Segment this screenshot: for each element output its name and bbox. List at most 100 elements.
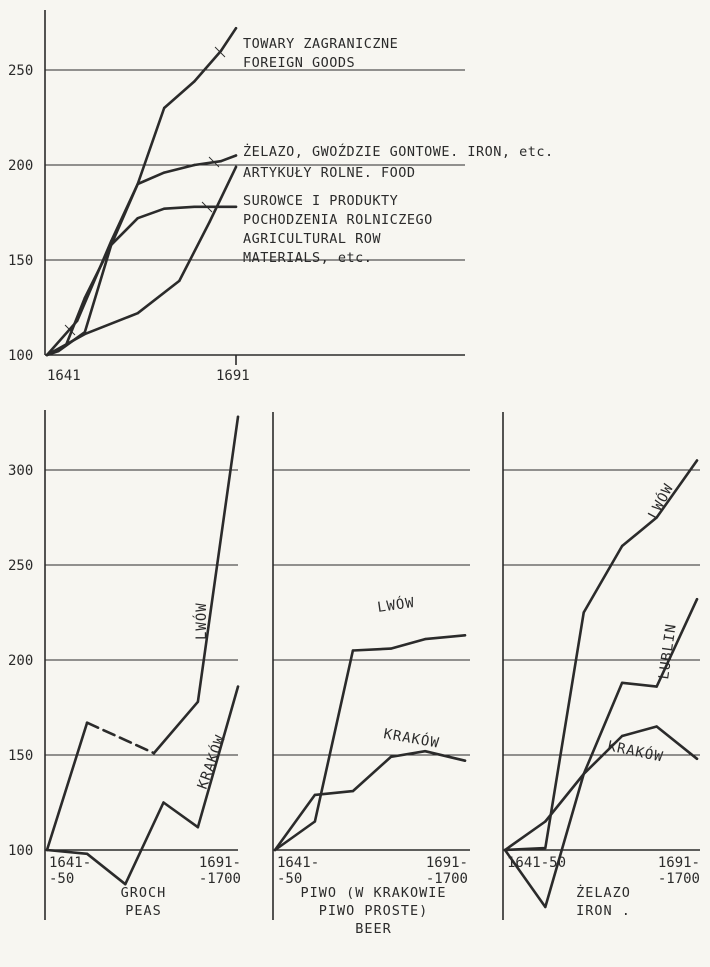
data-point-peas-1-1 bbox=[85, 852, 89, 855]
y-tick-label-150: 150 bbox=[8, 748, 33, 764]
y-tick-label-200: 200 bbox=[8, 653, 33, 669]
x-tick-label-start-peas-0: 1641- bbox=[49, 855, 91, 871]
cross-mark-1 bbox=[208, 156, 220, 168]
data-point-peas-0-1 bbox=[85, 721, 89, 724]
data-point-top-2-4 bbox=[208, 220, 211, 224]
data-point-iron-1-5 bbox=[695, 598, 699, 601]
data-point-top-1-6 bbox=[219, 160, 223, 163]
data-point-iron-0-2 bbox=[582, 611, 585, 614]
data-point-peas-1-2 bbox=[124, 883, 127, 886]
series-label-top-2-0: ARTYKUŁY ROLNE. FOOD bbox=[243, 165, 416, 181]
data-point-top-2-1 bbox=[83, 332, 87, 336]
data-point-iron-2-3 bbox=[620, 734, 624, 738]
x-tick-label-start-peas-1: -50 bbox=[49, 871, 74, 887]
series-label-top-3-3: MATERIALS, etc. bbox=[243, 250, 372, 266]
series-label-beer-krakow: KRAKÓW bbox=[382, 724, 441, 752]
y-tick-label-200: 200 bbox=[8, 158, 33, 174]
panel-peas: 100 150 200 250 300 1641--50 1691--1700 GROCH PE… bbox=[8, 410, 241, 920]
data-point-iron-1-3 bbox=[620, 681, 624, 684]
data-point-peas-1-3 bbox=[162, 801, 165, 804]
y-tick-label-250: 250 bbox=[8, 63, 33, 79]
data-point-beer-1-1 bbox=[313, 793, 317, 797]
series-label-iron-lwow: LWÓW bbox=[644, 480, 678, 522]
data-point-top-3-6 bbox=[193, 205, 196, 208]
data-point-peas-1-5 bbox=[236, 685, 240, 688]
y-tick-label-100: 100 bbox=[8, 348, 33, 364]
series-line-iron-1 bbox=[503, 597, 699, 909]
data-point-top-2-3 bbox=[178, 279, 181, 283]
series-label-top-1-0: ŻELAZO, GWOŹDZIE GONTOWE. IRON, etc. bbox=[243, 142, 554, 160]
data-point-iron-0-3 bbox=[620, 544, 624, 548]
data-point-beer-0-1 bbox=[313, 820, 317, 823]
x-tick-label-start-beer-1: -50 bbox=[277, 871, 302, 887]
data-point-iron-0-4 bbox=[655, 516, 658, 519]
series-label-iron-krakow: KRAKÓW bbox=[606, 736, 665, 765]
data-point-top-3-5 bbox=[162, 207, 166, 210]
data-point-peas-0-2 bbox=[152, 751, 156, 755]
series-label-top-3-0: SUROWCE I PRODUKTY bbox=[243, 193, 398, 209]
data-point-iron-1-4 bbox=[655, 685, 658, 688]
data-point-top-0-5 bbox=[162, 106, 166, 110]
data-point-top-1-5 bbox=[193, 163, 196, 167]
y-tick-label-250: 250 bbox=[8, 558, 33, 574]
caption-iron-0: ŻELAZO bbox=[576, 883, 631, 901]
series-line-peas-0-b bbox=[152, 415, 240, 755]
data-point-top-1-2 bbox=[110, 239, 113, 243]
data-point-top-2-5 bbox=[234, 165, 238, 169]
data-point-beer-1-3 bbox=[389, 755, 393, 759]
series-label-peas-lwow: LWÓW bbox=[192, 602, 210, 640]
data-point-beer-0-2 bbox=[351, 649, 355, 652]
cross-mark-0 bbox=[214, 46, 226, 58]
series-line-top-1 bbox=[45, 154, 238, 357]
series-line-iron-2 bbox=[503, 725, 699, 852]
series-line-iron-0 bbox=[503, 459, 699, 852]
caption-beer-2: BEER bbox=[355, 921, 392, 937]
series-line-top-3 bbox=[45, 205, 238, 357]
caption-peas-1: PEAS bbox=[125, 903, 162, 919]
data-point-peas-1-0 bbox=[45, 848, 49, 852]
series-label-iron-lublin: LUBLIN bbox=[656, 622, 680, 680]
data-point-top-0-8 bbox=[234, 27, 238, 30]
data-point-beer-1-0 bbox=[273, 848, 277, 852]
x-tick-label-end-beer-0: 1691- bbox=[426, 855, 468, 871]
data-point-beer-0-4 bbox=[423, 637, 427, 641]
data-point-top-3-4 bbox=[136, 217, 139, 220]
y-tick-label-100: 100 bbox=[8, 843, 33, 859]
data-point-iron-2-1 bbox=[544, 820, 547, 823]
data-point-beer-1-4 bbox=[423, 750, 427, 753]
data-point-iron-0-1 bbox=[544, 846, 547, 850]
data-point-iron-2-4 bbox=[655, 725, 658, 728]
panel-iron: 1641-50 1691--1700 ŻELAZO IRON . bbox=[502, 412, 700, 920]
data-point-top-3-3 bbox=[110, 243, 113, 246]
series-line-peas-1 bbox=[45, 685, 240, 886]
x-tick-label-end-peas-1: -1700 bbox=[199, 871, 241, 887]
y-tick-label-300: 300 bbox=[8, 463, 33, 479]
data-point-top-0-7 bbox=[219, 49, 223, 53]
data-point-top-2-2 bbox=[136, 312, 139, 315]
cross-mark-3 bbox=[64, 324, 76, 336]
caption-iron-1: IRON . bbox=[576, 903, 631, 919]
data-point-peas-1-4 bbox=[196, 826, 200, 829]
series-label-top-0-0: TOWARY ZAGRANICZNE bbox=[243, 36, 398, 52]
data-point-top-1-4 bbox=[162, 171, 166, 174]
x-tick-label-1641: 1641 bbox=[47, 368, 81, 384]
data-point-top-1-7 bbox=[234, 154, 238, 157]
data-point-beer-0-5 bbox=[463, 634, 467, 637]
data-point-top-3-2 bbox=[83, 296, 87, 300]
series-label-top-3-1: POCHODZENIA ROLNICZEGO bbox=[243, 212, 433, 228]
data-point-beer-0-3 bbox=[389, 647, 393, 650]
series-line-top-2 bbox=[45, 165, 238, 357]
x-tick-label-start-beer-0: 1641- bbox=[277, 855, 319, 871]
data-point-top-0-6 bbox=[193, 80, 196, 83]
caption-beer-1: PIWO PROSTE) bbox=[319, 903, 429, 919]
x-tick-label-start-iron-0: 1641-50 bbox=[507, 855, 566, 871]
x-tick-label-end-iron-0: 1691- bbox=[658, 855, 700, 871]
series-label-top-0-1: FOREIGN GOODS bbox=[243, 55, 355, 71]
data-point-iron-1-1 bbox=[544, 905, 547, 909]
x-tick-label-1691: 1691 bbox=[216, 368, 250, 384]
x-tick-label-end-peas-0: 1691- bbox=[199, 855, 241, 871]
series-line-top-0 bbox=[45, 26, 238, 357]
